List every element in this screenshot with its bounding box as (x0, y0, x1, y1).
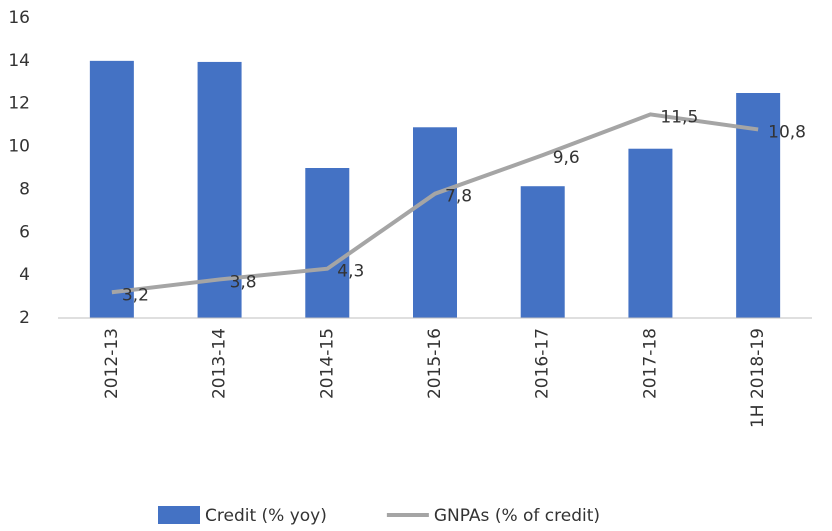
x-tick-label: 2016-17 (533, 328, 553, 399)
data-label: 9,6 (553, 148, 580, 168)
data-label: 10,8 (768, 122, 806, 142)
y-tick-label: 16 (8, 8, 30, 28)
x-tick-label: 2014-15 (317, 328, 337, 399)
bar (520, 186, 565, 318)
x-tick-label: 2012-13 (102, 328, 122, 399)
y-tick-label: 2 (19, 308, 30, 328)
y-tick-label: 6 (19, 222, 30, 242)
data-label: 11,5 (660, 107, 698, 127)
data-label: 3,2 (122, 285, 149, 305)
legend-label: Credit (% yoy) (205, 506, 327, 526)
data-label: 4,3 (337, 262, 364, 282)
bar (628, 148, 673, 318)
data-label: 3,8 (230, 272, 257, 292)
data-label: 7,8 (445, 187, 472, 207)
x-tick-label: 1H 2018-19 (748, 328, 768, 428)
bar (305, 168, 350, 318)
y-tick-label: 14 (8, 51, 30, 71)
bar (197, 61, 242, 319)
x-tick-label: 2015-16 (425, 328, 445, 399)
line (111, 112, 759, 295)
legend-swatch (158, 506, 200, 524)
y-tick-label: 12 (8, 94, 30, 114)
y-tick-label: 8 (19, 179, 30, 199)
bar (736, 93, 781, 318)
bar (413, 127, 457, 319)
x-tick-label: 2017-18 (640, 328, 660, 399)
y-tick-label: 4 (19, 265, 30, 285)
legend-label: GNPAs (% of credit) (434, 506, 600, 526)
bar (89, 60, 134, 318)
y-tick-label: 10 (8, 137, 30, 157)
x-tick-label: 2013-14 (210, 328, 230, 399)
